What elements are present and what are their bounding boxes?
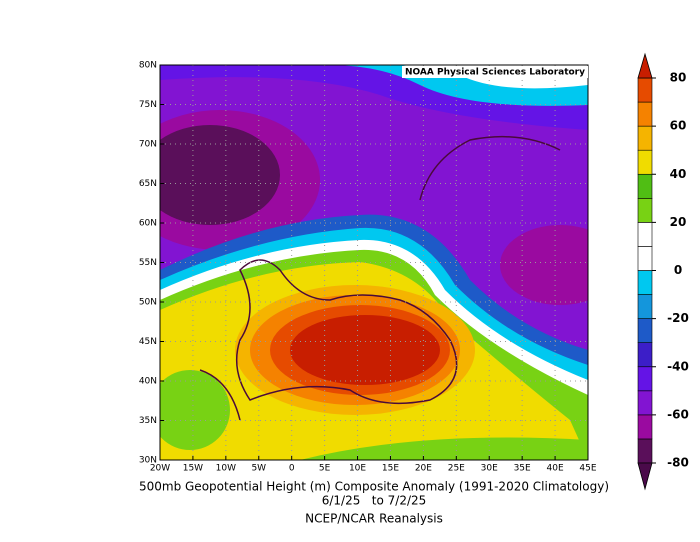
colorbar-band xyxy=(637,270,653,295)
colorbar-label: 60 xyxy=(670,119,687,133)
colorbar-over xyxy=(637,52,653,79)
anomaly-field xyxy=(160,65,588,460)
lon-label: 20E xyxy=(415,464,432,474)
colorbar-band xyxy=(637,77,653,103)
caption-dates: 6/1/25 to 7/2/25 xyxy=(322,494,427,508)
lon-label: 35E xyxy=(514,464,531,474)
colorbar-label: -60 xyxy=(667,407,689,421)
graticule xyxy=(160,65,588,460)
colorbar-label: 40 xyxy=(670,167,687,181)
lat-label: 35N xyxy=(139,416,157,426)
colorbar-label: 80 xyxy=(670,71,687,85)
colorbar-band xyxy=(637,101,653,127)
colorbar-band xyxy=(637,414,653,440)
colorbar-label: -80 xyxy=(667,456,689,470)
lat-label: 55N xyxy=(139,258,157,268)
lon-label: 40E xyxy=(547,464,564,474)
lon-label: 10W xyxy=(216,464,236,474)
lon-label: 20W xyxy=(150,464,170,474)
colorbar-band xyxy=(637,390,653,416)
colorbar-band xyxy=(637,173,653,199)
lat-label: 30N xyxy=(139,456,157,466)
colorbar-label: 20 xyxy=(670,215,687,229)
colorbar-band xyxy=(637,294,653,319)
lat-label: 60N xyxy=(139,219,157,229)
lat-label: 80N xyxy=(139,61,157,71)
credit: NOAA Physical Sciences Laboratory xyxy=(405,68,585,78)
lon-label: 0 xyxy=(289,464,295,474)
colorbar-label: -40 xyxy=(667,359,689,373)
colorbar-label: 0 xyxy=(674,263,682,277)
lon-label: 25E xyxy=(448,464,465,474)
caption-source: NCEP/NCAR Reanalysis xyxy=(305,512,443,526)
colorbar-band xyxy=(637,246,653,271)
lon-label: 5W xyxy=(251,464,266,474)
colorbar-label: -20 xyxy=(667,311,689,325)
lat-label: 45N xyxy=(139,337,157,347)
colorbar-band xyxy=(637,366,653,392)
colorbar-under xyxy=(637,462,653,491)
lon-label: 30E xyxy=(481,464,498,474)
lon-label: 15E xyxy=(382,464,399,474)
lon-label: 10E xyxy=(349,464,366,474)
lon-label: 15W xyxy=(183,464,203,474)
colorbar-band xyxy=(637,318,653,343)
colorbar-band xyxy=(637,125,653,151)
credit-box xyxy=(402,66,588,78)
colorbar-band xyxy=(637,222,653,247)
lat-label: 65N xyxy=(139,179,157,189)
lon-label: 45E xyxy=(579,464,596,474)
lat-label: 75N xyxy=(139,100,157,110)
caption-title: 500mb Geopotential Height (m) Composite … xyxy=(139,480,609,494)
lon-label: 5E xyxy=(319,464,331,474)
colorbar-band xyxy=(637,438,653,464)
lat-label: 40N xyxy=(139,377,157,387)
colorbar-band xyxy=(637,198,653,223)
colorbar-band xyxy=(637,342,653,368)
lat-label: 70N xyxy=(139,140,157,150)
lat-label: 50N xyxy=(139,298,157,308)
colorbar-band xyxy=(637,149,653,175)
